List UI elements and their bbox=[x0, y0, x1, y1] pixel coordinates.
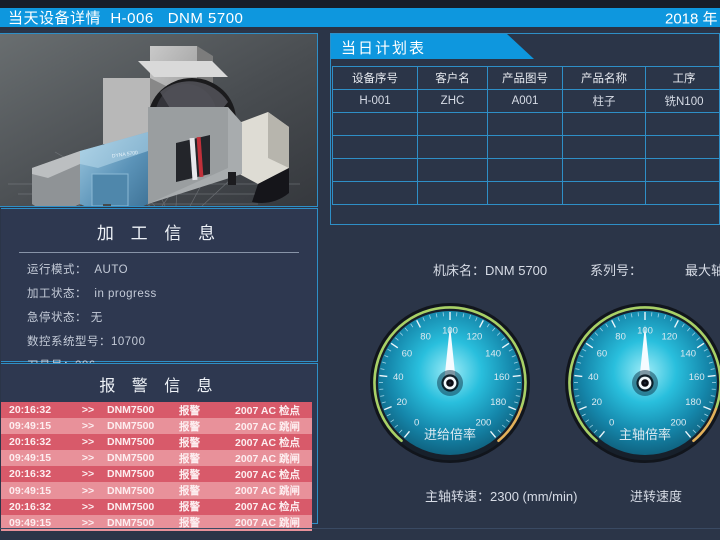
svg-text:200: 200 bbox=[475, 417, 491, 428]
svg-text:0: 0 bbox=[609, 417, 614, 428]
svg-text:120: 120 bbox=[466, 332, 482, 343]
svg-text:140: 140 bbox=[485, 348, 501, 359]
svg-text:140: 140 bbox=[680, 348, 696, 359]
svg-text:180: 180 bbox=[685, 397, 701, 408]
svg-text:80: 80 bbox=[615, 332, 626, 343]
svg-text:180: 180 bbox=[490, 397, 506, 408]
svg-text:0: 0 bbox=[414, 417, 419, 428]
svg-text:60: 60 bbox=[402, 348, 413, 359]
svg-text:40: 40 bbox=[588, 372, 599, 383]
svg-text:200: 200 bbox=[670, 417, 686, 428]
svg-text:160: 160 bbox=[689, 372, 705, 383]
svg-text:40: 40 bbox=[393, 372, 404, 383]
svg-text:160: 160 bbox=[494, 372, 510, 383]
svg-text:80: 80 bbox=[420, 332, 431, 343]
svg-text:主轴倍率: 主轴倍率 bbox=[619, 427, 671, 442]
svg-text:120: 120 bbox=[661, 332, 677, 343]
svg-text:进给倍率: 进给倍率 bbox=[424, 427, 476, 442]
svg-text:20: 20 bbox=[592, 397, 603, 408]
svg-text:20: 20 bbox=[397, 397, 408, 408]
svg-text:60: 60 bbox=[597, 348, 608, 359]
